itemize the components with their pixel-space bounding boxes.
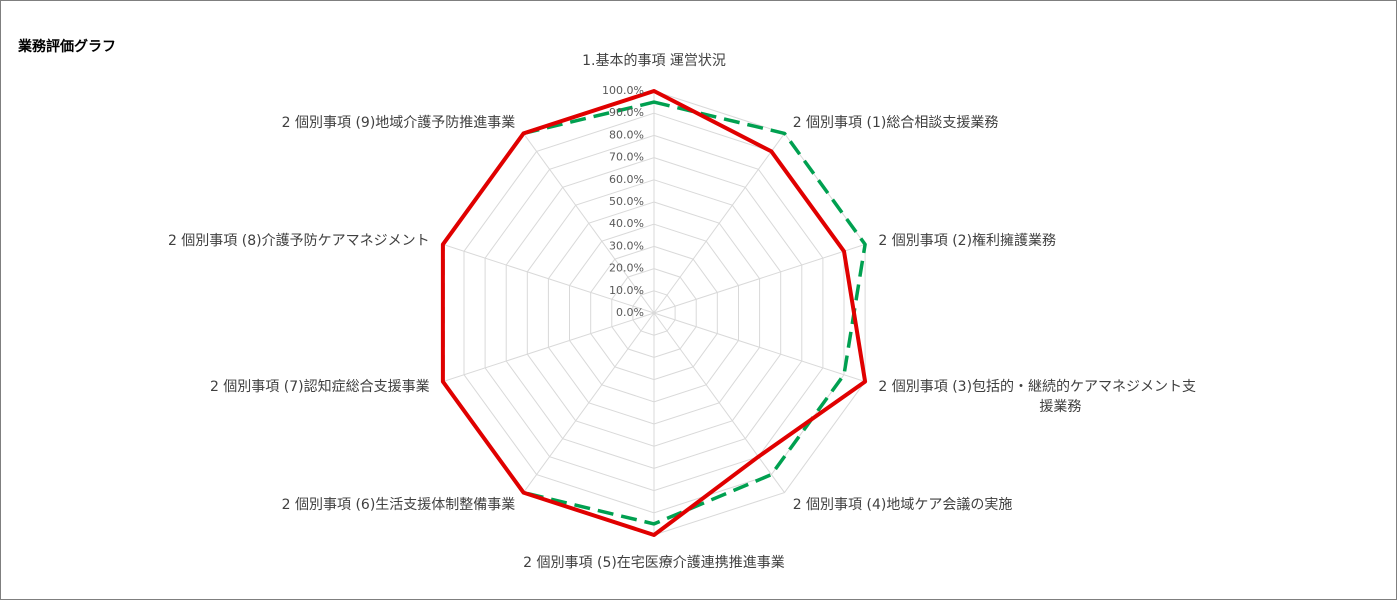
tick-label: 100.0% [602,84,644,97]
tick-label: 30.0% [609,239,644,252]
grid-spoke [653,312,866,383]
category-label: 2 個別事項 (5)在宅医療介護連携推進事業 [523,554,785,569]
tick-label: 20.0% [609,262,644,275]
category-label-line: 2 個別事項 (6)生活支援体制整備事業 [282,497,516,513]
category-label-line: 2 個別事項 (7)認知症総合支援事業 [210,378,430,395]
tick-label: 50.0% [609,195,644,208]
grid-spoke [442,312,655,383]
tick-label: 10.0% [609,284,644,297]
tick-label: 40.0% [609,217,644,230]
radar-series [440,89,868,537]
grid-spoke [523,312,655,493]
category-label: 2 個別事項 (6)生活支援体制整備事業 [282,497,516,513]
category-label-line: 2 個別事項 (5)在宅医療介護連携推進事業 [523,554,785,569]
category-label: 2 個別事項 (8)介護予防ケアマネジメント [168,233,430,249]
category-label-line: 2 個別事項 (9)地域介護予防推進事業 [282,115,516,131]
category-label-line: 2 個別事項 (3)包括的・継続的ケアマネジメント支 [878,378,1196,395]
category-label-line: 1.基本的事項 運営状況 [582,52,726,69]
tick-label: 70.0% [609,151,644,164]
category-label: 1.基本的事項 運営状況 [582,52,726,69]
category-label: 2 個別事項 (1)総合相談支援業務 [793,115,999,131]
category-label: 2 個別事項 (2)権利擁護業務 [878,232,1056,249]
category-label-line: 2 個別事項 (8)介護予防ケアマネジメント [168,233,430,249]
tick-label: 80.0% [609,128,644,141]
grid-spoke [442,243,655,314]
chart-title: 業務評価グラフ [18,39,116,55]
tick-label: 60.0% [609,173,644,186]
category-labels: 1.基本的事項 運営状況 2 個別事項 (1)総合相談支援業務 2 個別事項 (2)… [168,52,1196,569]
category-label-line: 援業務 [1039,399,1081,415]
category-label-line: 2 個別事項 (1)総合相談支援業務 [793,115,999,131]
tick-label: 0.0% [616,306,644,319]
grid-spoke [653,312,785,493]
tick-label: 90.0% [609,106,644,119]
radial-axis-ticks: 0.0% 10.0% 20.0% 30.0% 40.0% 50.0% 60.0% 70.0% 8… [602,84,644,319]
radar-chart: 0.0% 10.0% 20.0% 30.0% 40.0% 50.0% 60.0% 70.0% 8… [168,52,1196,569]
category-label: 2 個別事項 (7)認知症総合支援事業 [210,378,430,395]
category-label-line: 2 個別事項 (2)権利擁護業務 [878,232,1056,249]
grid-spoke [653,243,866,314]
grid-spoke [653,133,785,314]
category-label: 2 個別事項 (9)地域介護予防推進事業 [282,115,516,131]
grid-spoke [523,133,655,314]
category-label: 2 個別事項 (4)地域ケア会議の実施 [793,496,1013,513]
series-line-1 [440,89,868,537]
category-label-line: 2 個別事項 (4)地域ケア会議の実施 [793,496,1013,513]
